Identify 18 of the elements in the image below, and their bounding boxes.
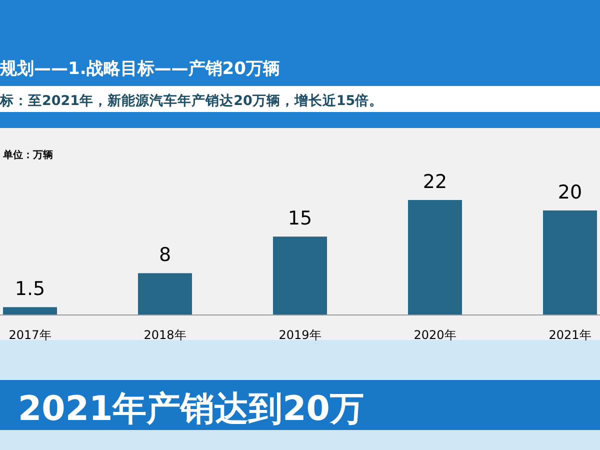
data-label: 8 (158, 244, 172, 266)
x-tick-label: 2020年 (414, 328, 456, 342)
x-tick-label: 2019年 (278, 328, 322, 342)
data-label: 1.5 (14, 278, 46, 300)
bar (138, 273, 192, 315)
bar (3, 307, 57, 315)
x-tick-label: 2018年 (144, 328, 186, 342)
chart-title: 规划——1.战略目标——产销20万辆 (0, 59, 280, 79)
x-tick-label: 2021年 (548, 328, 592, 342)
bar (273, 236, 327, 315)
x-tick-label: 2017年 (8, 328, 52, 342)
data-label: 22 (422, 171, 448, 193)
data-label: 15 (288, 208, 312, 230)
text: 2021年产销达到20万 (18, 389, 364, 429)
data-label: 20 (558, 181, 582, 204)
bar (543, 210, 597, 315)
bar (408, 200, 462, 315)
text: 单位：万辆 (2, 149, 53, 161)
